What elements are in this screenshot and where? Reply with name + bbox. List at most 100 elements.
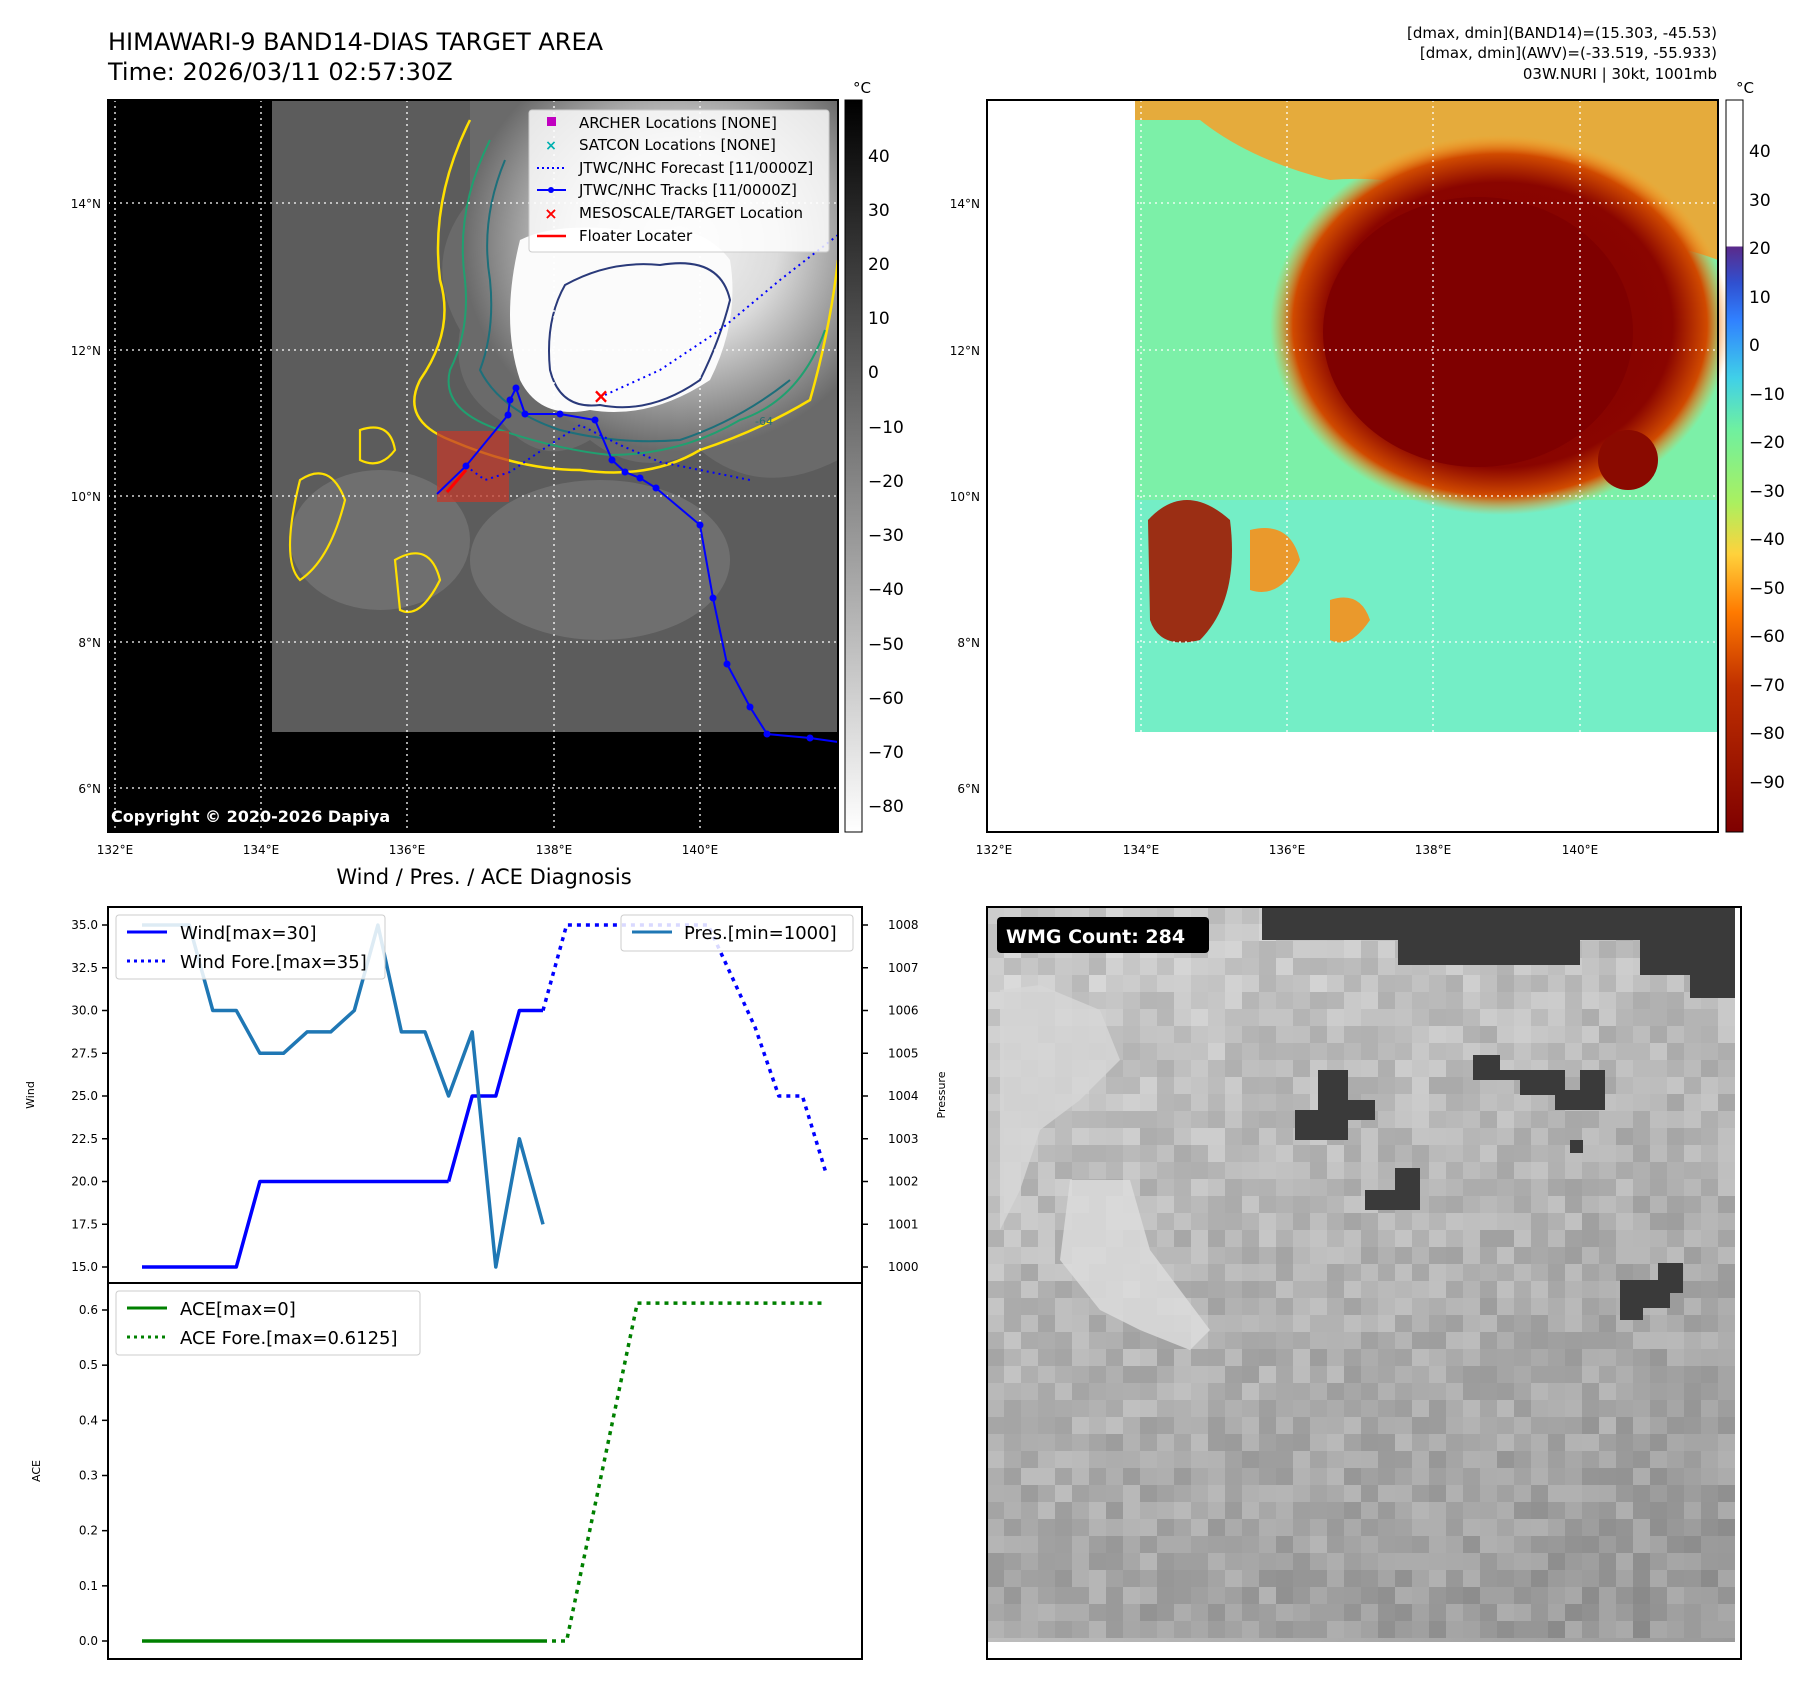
wmg-cell <box>1310 1587 1327 1604</box>
wmg-cell <box>1378 1145 1395 1162</box>
wmg-cell <box>1378 1298 1395 1315</box>
wmg-cell <box>1157 1434 1174 1451</box>
wmg-cell <box>1327 1247 1344 1264</box>
wmg-cell <box>1361 1213 1378 1230</box>
wmg-cell <box>1463 1213 1480 1230</box>
wmg-cell <box>1208 1315 1225 1332</box>
cbar-tick: 0 <box>868 363 879 383</box>
wmg-cell <box>1344 1366 1361 1383</box>
wmg-cell <box>987 1060 1004 1077</box>
wmg-cell <box>1208 1502 1225 1519</box>
wmg-cell <box>1667 992 1684 1009</box>
wmg-cell <box>1565 1417 1582 1434</box>
wmg-cell <box>1208 1026 1225 1043</box>
wmg-cell <box>1531 1230 1548 1247</box>
wmg-cell <box>1565 1468 1582 1485</box>
wmg-cell <box>1310 1451 1327 1468</box>
wmg-cell <box>1616 1043 1633 1060</box>
wmg-cell <box>1633 1128 1650 1145</box>
wmg-cell <box>1225 1621 1242 1638</box>
wmg-cell <box>1650 1468 1667 1485</box>
wmg-cell <box>987 1128 1004 1145</box>
wmg-cell <box>1344 1332 1361 1349</box>
wmg-cell <box>1123 1621 1140 1638</box>
wmg-cell <box>1259 1179 1276 1196</box>
ace-fore-legend-label: ACE Fore.[max=0.6125] <box>180 1328 398 1349</box>
wmg-cell <box>1480 1468 1497 1485</box>
wmg-cell <box>1004 1536 1021 1553</box>
wmg-cell <box>1208 1400 1225 1417</box>
wmg-cell <box>1650 1332 1667 1349</box>
wmg-cell <box>1650 1230 1667 1247</box>
wmg-cell <box>1123 1145 1140 1162</box>
wmg-cell <box>1429 1264 1446 1281</box>
wmg-cell <box>1599 992 1616 1009</box>
wmg-cell <box>1225 1587 1242 1604</box>
wmg-cell <box>1259 1570 1276 1587</box>
wmg-cell <box>1582 1196 1599 1213</box>
wmg-cell <box>1667 1230 1684 1247</box>
wmg-cell <box>1395 1111 1412 1128</box>
wmg-cell <box>1565 1026 1582 1043</box>
wmg-cell <box>1106 1536 1123 1553</box>
wmg-cell <box>987 1094 1004 1111</box>
wmg-cell <box>1072 1383 1089 1400</box>
wmg-cell <box>1633 992 1650 1009</box>
wmg-cell <box>1684 1587 1701 1604</box>
wmg-cell <box>1293 1230 1310 1247</box>
map-color-west-cluster <box>1148 500 1232 643</box>
wmg-cell <box>1174 1026 1191 1043</box>
wmg-cell <box>1293 1213 1310 1230</box>
floater-locater-line <box>445 469 468 493</box>
wmg-cell <box>1327 1009 1344 1026</box>
wmg-cell <box>1565 1213 1582 1230</box>
wmg-cell <box>1599 1485 1616 1502</box>
wmg-cell <box>1531 1383 1548 1400</box>
wmg-cell <box>1718 1213 1735 1230</box>
ace-chart-frame <box>107 1282 863 1660</box>
wmg-cell <box>1276 1179 1293 1196</box>
wmg-cell <box>1089 1111 1106 1128</box>
wmg-cell <box>1208 1196 1225 1213</box>
wmg-cell <box>1004 1621 1021 1638</box>
wmg-cell <box>1072 1128 1089 1145</box>
wmg-cell <box>1344 1553 1361 1570</box>
wmg-cell <box>1599 941 1616 958</box>
wmg-cell <box>1276 1026 1293 1043</box>
cbar-tick: −80 <box>1749 724 1785 744</box>
wmg-cell <box>1344 1145 1361 1162</box>
cbar-tick: −20 <box>1749 433 1785 453</box>
wmg-cell <box>1055 1434 1072 1451</box>
wmg-bright-region <box>1000 985 1120 1230</box>
wmg-cell <box>1582 1230 1599 1247</box>
wmg-cell <box>1021 1366 1038 1383</box>
wmg-cell <box>1531 1128 1548 1145</box>
wmg-cell <box>1310 1383 1327 1400</box>
wmg-cell <box>987 1009 1004 1026</box>
wmg-cell <box>1140 1502 1157 1519</box>
wmg-cell <box>1140 1077 1157 1094</box>
wmg-cell <box>1599 1519 1616 1536</box>
wmg-cell <box>1514 1230 1531 1247</box>
wmg-cell <box>1548 975 1565 992</box>
wmg-cell <box>1293 1349 1310 1366</box>
wmg-cell <box>1242 1366 1259 1383</box>
wmg-cell <box>1514 1451 1531 1468</box>
wmg-cell <box>1344 1043 1361 1060</box>
wmg-cell <box>1480 1145 1497 1162</box>
wind-y-tick-label: 15.0 <box>71 1260 98 1274</box>
wmg-cell <box>1038 1281 1055 1298</box>
wmg-cell <box>1599 1451 1616 1468</box>
storm-info: 03W.NURI | 30kt, 1001mb <box>1523 65 1717 83</box>
wmg-cell <box>1395 1519 1412 1536</box>
wmg-cell <box>1157 1009 1174 1026</box>
wmg-cell <box>1004 1213 1021 1230</box>
wmg-cell <box>1344 1213 1361 1230</box>
wmg-cell <box>1667 1009 1684 1026</box>
legend-tracks: JTWC/NHC Tracks [11/0000Z] <box>578 181 797 199</box>
wmg-cell <box>1174 1417 1191 1434</box>
wmg-cell <box>1038 1553 1055 1570</box>
wmg-cell <box>1497 1315 1514 1332</box>
wmg-cell <box>987 1502 1004 1519</box>
wmg-cell <box>1225 1077 1242 1094</box>
